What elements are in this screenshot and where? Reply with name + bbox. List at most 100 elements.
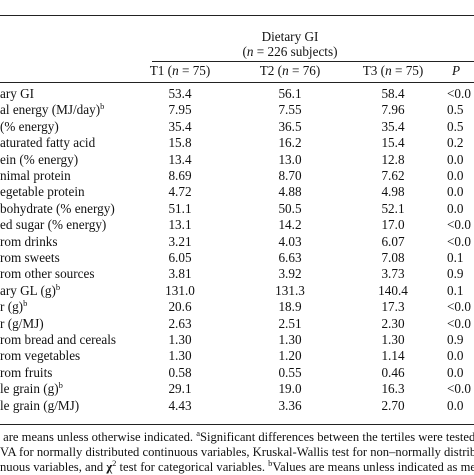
cell: 36.5 [278, 118, 302, 134]
group-subtitle: (n = 226 subjects) [242, 44, 338, 59]
row-label: le grain (g)b [0, 381, 63, 397]
footnote-line: nuous variables, and χ2 test for categor… [0, 459, 474, 475]
row-label: (% energy) [0, 119, 59, 135]
column-name: T2 [259, 63, 275, 78]
label-text: le grain (g/MJ) [0, 397, 80, 413]
cell: 3.92 [278, 266, 302, 282]
cell: <0.0 [447, 217, 471, 233]
cell: 3.73 [381, 266, 405, 282]
cell: 18.9 [278, 299, 302, 315]
cell: 1.30 [278, 332, 302, 347]
cell: 0.5 [447, 118, 464, 134]
cell: 35.4 [381, 118, 405, 134]
column-n: = 75) [181, 63, 211, 78]
column-n: = 76) [291, 63, 321, 78]
cell: 13.4 [168, 151, 192, 167]
label-text: r (g) [0, 299, 24, 315]
cell: <0.0 [447, 86, 471, 101]
label-text: rom drinks [0, 233, 58, 249]
cell: 7.95 [168, 102, 192, 118]
cell: 14.2 [278, 217, 302, 233]
cell: <0.0 [447, 381, 471, 397]
row-label: ary GI [0, 86, 34, 102]
row-label: bohydrate (% energy) [0, 201, 115, 217]
cell: 58.4 [381, 86, 405, 101]
cell: 51.1 [168, 200, 192, 216]
n-symbol: n [246, 44, 254, 59]
footnote-text: VA for normally distributed continuous v… [0, 445, 474, 459]
column-name: T1 [149, 63, 165, 78]
cell: 2.70 [381, 397, 405, 413]
subtitle-rest: = 226 subjects) [256, 44, 338, 59]
footnote-text: Values are means unless indicated as med… [272, 460, 474, 474]
cell: <0.0 [447, 299, 471, 315]
label-text: rom other sources [0, 266, 95, 282]
column-header: T3 (n = 75) [362, 63, 424, 78]
cell: 53.4 [168, 86, 192, 101]
footnote-text: nuous variables, and [0, 460, 107, 474]
row-label: ary GL (g)b [0, 283, 60, 299]
n-symbol: n [282, 63, 289, 78]
column-header: P [452, 63, 460, 79]
cell: 0.1 [447, 250, 464, 265]
cell: 6.05 [168, 250, 192, 265]
cell: 52.1 [381, 200, 405, 216]
footnote-line: are means unless otherwise indicated. aS… [0, 428, 474, 445]
cell: 0.0 [447, 168, 464, 183]
cell: 0.0 [447, 397, 464, 413]
cell: 7.96 [381, 102, 405, 118]
footnote-text: are means unless otherwise indicated. [0, 430, 197, 444]
cell: 17.0 [381, 217, 405, 233]
cell: 8.70 [278, 168, 302, 183]
cell: 8.69 [168, 168, 192, 183]
label-text: rom vegetables [0, 348, 81, 364]
cell: 3.36 [278, 397, 302, 413]
cell: 4.03 [278, 233, 302, 249]
cell: 0.55 [278, 364, 302, 380]
cell: 15.8 [168, 135, 192, 151]
superscript: b [55, 281, 61, 292]
cell: 35.4 [168, 118, 192, 134]
row-label: ed sugar (% energy) [0, 217, 106, 233]
cell: 50.5 [278, 200, 302, 216]
cell: 6.63 [278, 250, 302, 265]
superscript: b [58, 380, 63, 391]
cell: 7.55 [278, 102, 302, 118]
cell: 1.14 [381, 348, 405, 364]
row-label: rom sweets [0, 250, 60, 266]
cell: 1.30 [168, 348, 192, 364]
label-text: le grain (g) [0, 381, 59, 397]
cell: 6.07 [381, 233, 405, 249]
cell: 12.8 [381, 151, 405, 167]
cell: 15.4 [381, 135, 405, 151]
n-symbol: n [385, 63, 392, 78]
cell: 0.0 [447, 200, 464, 216]
header-rule [0, 82, 474, 83]
cell: 0.58 [168, 364, 192, 380]
label-text: (% energy) [0, 118, 59, 134]
cell: 13.0 [278, 151, 302, 167]
cell: 0.0 [447, 348, 464, 364]
symbol: χ [106, 460, 113, 474]
cell: 1.30 [168, 332, 192, 347]
cell: 0.0 [447, 151, 464, 167]
column-name: T3 [362, 63, 378, 78]
row-label: rom drinks [0, 234, 58, 250]
label-text: al energy (MJ/day) [0, 102, 101, 118]
row-label: nimal protein [0, 168, 71, 184]
cell: 4.72 [168, 184, 192, 200]
label-text: ary GL (g) [0, 282, 56, 298]
cell: 2.63 [168, 315, 192, 331]
superscript: a [196, 428, 200, 438]
footnote-line: VA for normally distributed continuous v… [0, 445, 474, 460]
label-text: bohydrate (% energy) [0, 200, 115, 216]
cell: 3.81 [168, 266, 192, 282]
row-label: aturated fatty acid [0, 135, 95, 151]
cell: 20.6 [168, 299, 192, 315]
cell: 16.3 [381, 381, 405, 397]
cell: 16.2 [278, 135, 302, 151]
bottom-rule [0, 424, 474, 425]
cell: 0.1 [447, 282, 464, 298]
cell: 4.98 [381, 184, 405, 200]
